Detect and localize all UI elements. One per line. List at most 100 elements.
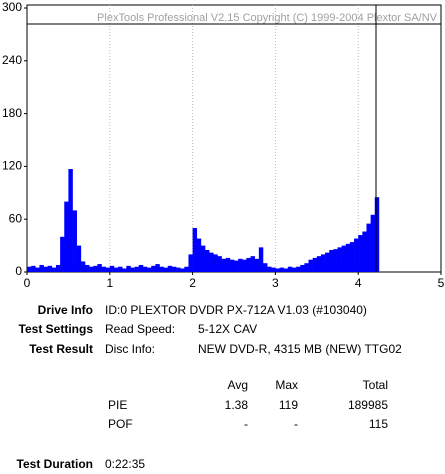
bar [138,264,144,272]
bar [254,258,260,272]
bar [283,268,289,272]
row-label: POF [108,417,133,431]
bar [234,260,239,272]
y-tick-label: 120 [2,159,22,173]
bar [163,267,169,272]
bar [176,267,181,272]
x-tick-label: 5 [438,276,445,290]
value: NEW DVD-R, 4315 MB (NEW) TTG02 [198,342,402,356]
bar [72,210,77,272]
bar [341,245,347,272]
bar [93,265,98,272]
bar [258,247,264,272]
bar [155,264,160,272]
bar [374,197,380,272]
bar [31,265,36,272]
bar [188,254,193,272]
bar [246,257,251,272]
bar [80,261,86,272]
bar [291,267,297,272]
bar [51,267,57,272]
bar [213,254,218,272]
bar [349,242,355,272]
label: Test Duration [17,457,93,471]
bar [180,268,185,272]
bar [55,264,61,272]
bar [271,267,276,272]
bar [184,266,189,272]
bar [337,247,342,272]
bar [113,267,119,272]
bar [300,264,305,272]
bar [47,265,53,272]
value: ID:0 PLEXTOR DVDR PX-712A V1.03 (#103040… [105,303,367,317]
bar [362,231,367,272]
bar [262,263,268,272]
bar [130,267,135,272]
label: Test Settings [19,322,94,336]
bar [101,266,106,272]
x-tick-label: 0 [24,276,31,290]
bar [312,257,318,272]
bar [229,259,235,272]
bar [147,267,152,272]
cell: - [244,417,248,431]
cell: 115 [369,417,388,431]
value: 5-12X CAV [198,322,257,336]
bar [304,263,309,272]
bar [167,265,173,272]
bar [60,236,65,272]
bar [316,256,322,272]
col-header: Avg [228,378,248,392]
x-tick-label: 4 [355,276,362,290]
bar [358,235,363,272]
key: Read Speed: [105,322,175,336]
bar [109,265,115,272]
bar [35,267,40,272]
key: Disc Info: [105,342,155,356]
bar [221,258,227,272]
bar [250,256,255,272]
bar [329,250,334,272]
y-tick-label: 300 [2,0,22,14]
x-tick-label: 3 [272,276,279,290]
bar [209,252,214,272]
watermark: PlexTools Professional V2.15 Copyright (… [97,12,438,24]
bar [345,243,351,272]
x-tick-label: 1 [106,276,113,290]
bar [171,266,177,272]
bar [89,266,94,272]
bar [370,214,376,272]
cell: 119 [279,398,298,412]
bar [308,259,313,272]
bar [43,266,48,272]
bar [267,266,272,272]
bar [225,257,231,272]
bar [39,264,44,272]
label: Drive Info [38,303,93,317]
cell: 1.38 [225,398,249,412]
y-tick-label: 240 [2,53,22,67]
label: Test Result [29,342,93,356]
bar [275,268,280,272]
col-header: Max [275,378,298,392]
bar [196,238,202,272]
bar [366,223,371,272]
value: 0:22:35 [105,457,145,471]
bar [320,254,326,272]
bar [84,264,90,272]
y-tick-label: 180 [2,106,22,120]
bar [242,259,247,272]
bar [64,201,69,272]
bar [333,249,338,272]
bar [296,266,301,272]
bar [287,266,293,272]
col-header: Total [363,378,388,392]
bar [205,250,210,272]
bar [76,245,82,272]
bar [142,266,148,272]
y-tick-label: 60 [9,211,23,225]
bar [27,266,32,272]
bar [126,265,131,272]
